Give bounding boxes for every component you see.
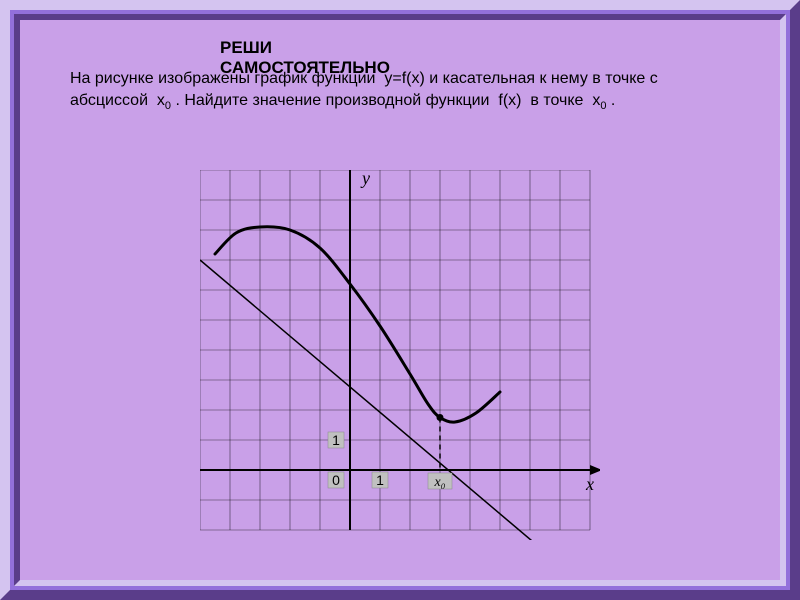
svg-text:x: x <box>585 474 594 494</box>
chart: y x 0 1 1 x₀ <box>200 170 600 540</box>
heading-line-1: РЕШИ <box>220 38 272 57</box>
svg-text:1: 1 <box>376 472 384 488</box>
svg-text:x₀: x₀ <box>433 475 445 490</box>
svg-text:y: y <box>360 170 370 188</box>
frame-outer: РЕШИ САМОСТОЯТЕЛЬНО На рисунке изображен… <box>0 0 800 600</box>
svg-text:1: 1 <box>332 432 340 448</box>
frame-inner: РЕШИ САМОСТОЯТЕЛЬНО На рисунке изображен… <box>14 14 786 586</box>
problem-text: На рисунке изображены график функции y=f… <box>70 68 730 114</box>
svg-text:0: 0 <box>332 472 340 488</box>
chart-svg: y x 0 1 1 x₀ <box>200 170 600 540</box>
